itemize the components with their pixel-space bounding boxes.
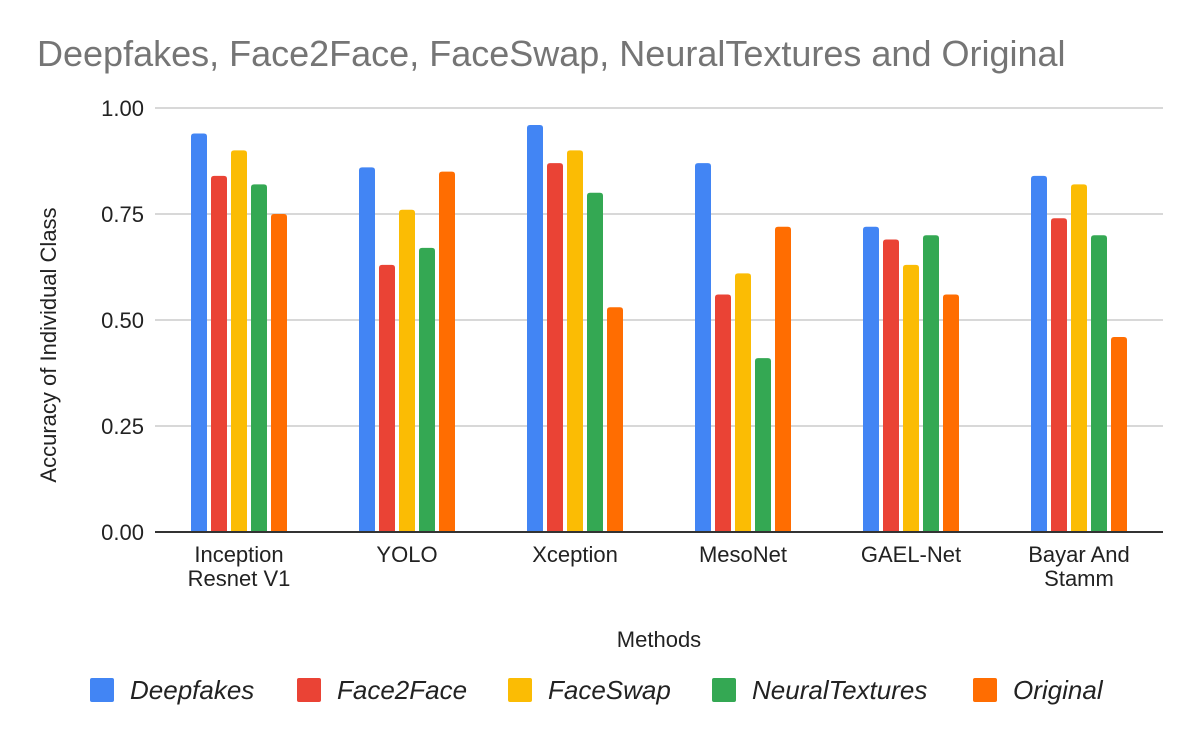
y-axis-label: Accuracy of Individual Class	[36, 207, 61, 482]
bar-faceswap-1	[399, 209, 415, 532]
bar-faceswap-4	[903, 264, 919, 532]
y-tick-label: 0.00	[101, 520, 144, 545]
bar-face2face-5	[1051, 218, 1067, 533]
legend-label-neuraltextures: NeuralTextures	[752, 675, 927, 705]
bar-faceswap-2	[567, 150, 583, 532]
bar-neuraltextures-5	[1091, 235, 1107, 532]
bar-neuraltextures-1	[419, 247, 435, 533]
x-tick-label: Xception	[532, 542, 618, 567]
bar-face2face-1	[379, 264, 395, 532]
bar-original-0	[271, 214, 287, 532]
bar-face2face-2	[547, 163, 563, 532]
bar-deepfakes-2	[527, 124, 543, 533]
bar-deepfakes-3	[695, 163, 711, 532]
bar-face2face-3	[715, 294, 731, 532]
x-tick-label: GAEL-Net	[861, 542, 961, 567]
legend-swatch-face2face	[297, 678, 321, 702]
bar-faceswap-3	[735, 273, 751, 532]
bar-deepfakes-1	[359, 167, 375, 533]
bar-face2face-0	[211, 175, 227, 532]
bar-original-2	[607, 307, 623, 532]
y-tick-label: 0.50	[101, 308, 144, 333]
bar-faceswap-5	[1071, 184, 1087, 532]
legend: Deepfakes Face2Face FaceSwap NeuralTextures…	[90, 675, 1104, 705]
bars	[191, 124, 1127, 533]
x-tick-label: YOLO	[376, 542, 437, 567]
gridlines	[155, 107, 1163, 427]
x-tick-label: Inception Resnet V1	[188, 542, 291, 591]
bar-face2face-4	[883, 239, 899, 532]
bar-deepfakes-0	[191, 133, 207, 532]
chart-title: Deepfakes, Face2Face, FaceSwap, NeuralTe…	[37, 33, 1066, 74]
bar-neuraltextures-3	[755, 358, 771, 532]
bar-faceswap-0	[231, 150, 247, 532]
x-axis-label: Methods	[617, 627, 701, 652]
bar-deepfakes-5	[1031, 175, 1047, 532]
y-tick-label: 0.25	[101, 414, 144, 439]
y-tick-label: 0.75	[101, 202, 144, 227]
bar-neuraltextures-2	[587, 192, 603, 533]
bar-original-1	[439, 171, 455, 532]
legend-swatch-faceswap	[508, 678, 532, 702]
y-tick-label: 1.00	[101, 96, 144, 121]
bar-deepfakes-4	[863, 226, 879, 532]
legend-label-deepfakes: Deepfakes	[130, 675, 254, 705]
bar-original-4	[943, 294, 959, 532]
legend-label-face2face: Face2Face	[337, 675, 467, 705]
legend-label-original: Original	[1013, 675, 1104, 705]
bar-neuraltextures-0	[251, 184, 267, 532]
x-axis-ticks: Inception Resnet V1 YOLO Xception MesoNet GAE…	[188, 542, 1130, 591]
legend-swatch-original	[973, 678, 997, 702]
bar-original-3	[775, 226, 791, 532]
legend-swatch-neuraltextures	[712, 678, 736, 702]
x-tick-label: MesoNet	[699, 542, 787, 567]
bar-neuraltextures-4	[923, 235, 939, 532]
bar-original-5	[1111, 336, 1127, 532]
y-axis-ticks: 0.00 0.25 0.50 0.75 1.00	[101, 96, 144, 545]
x-tick-label: Bayar And Stamm	[1028, 542, 1130, 591]
legend-swatch-deepfakes	[90, 678, 114, 702]
legend-label-faceswap: FaceSwap	[548, 675, 671, 705]
